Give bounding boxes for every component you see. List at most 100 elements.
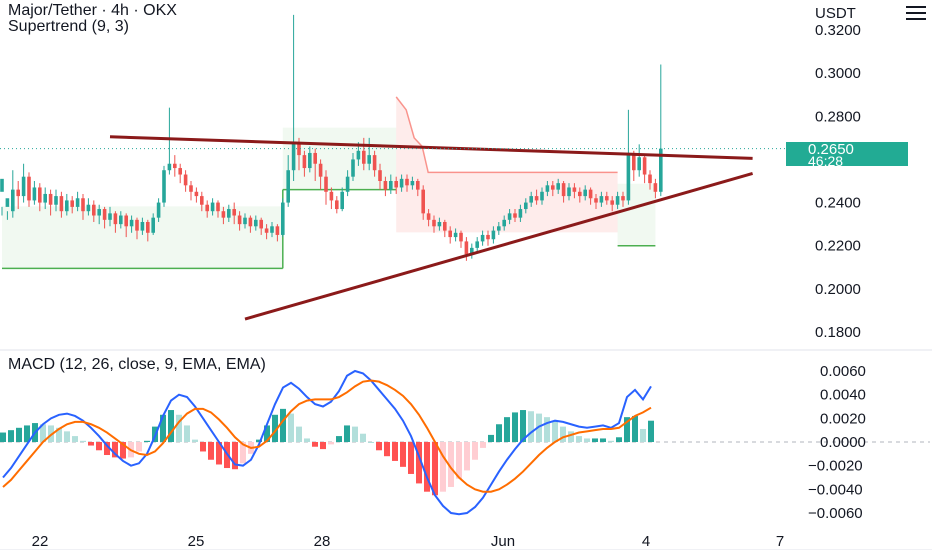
candle bbox=[480, 230, 485, 246]
candle-body bbox=[626, 155, 631, 201]
candle-body bbox=[102, 209, 107, 220]
price-tick-label: 0.1800 bbox=[815, 324, 861, 341]
histogram-bar bbox=[520, 410, 526, 442]
candle-body bbox=[173, 163, 177, 169]
histogram-bar bbox=[424, 442, 430, 492]
histogram-bar bbox=[480, 442, 486, 448]
histogram-bar bbox=[216, 442, 222, 465]
histogram-bar bbox=[496, 424, 502, 442]
candle-body bbox=[513, 213, 517, 218]
histogram-bar bbox=[616, 437, 622, 442]
candle bbox=[75, 191, 80, 212]
candle-body bbox=[394, 181, 398, 188]
candle bbox=[86, 198, 91, 216]
histogram-bar bbox=[288, 413, 294, 442]
candle-body bbox=[0, 178, 4, 192]
candle bbox=[443, 219, 447, 238]
candle-body bbox=[48, 193, 53, 205]
macd-axis[interactable]: 0.0060 0.0040 0.0020 0.0000 −0.0020 −0.0040 −0… bbox=[808, 363, 866, 522]
histogram-bar bbox=[368, 442, 374, 443]
candle-body bbox=[97, 209, 101, 216]
candle-body bbox=[286, 170, 290, 203]
histogram-bar bbox=[40, 424, 46, 442]
histogram-bar bbox=[240, 442, 246, 464]
candle bbox=[140, 217, 145, 235]
candle bbox=[286, 155, 290, 207]
time-tick-label: Jun bbox=[491, 533, 515, 550]
candle bbox=[324, 170, 328, 205]
candle bbox=[502, 215, 506, 231]
candle bbox=[421, 185, 425, 220]
candle bbox=[459, 230, 463, 248]
candle bbox=[648, 170, 652, 190]
chart-title[interactable]: Major/Tether · 4h · OKX bbox=[8, 2, 177, 19]
supertrend-legend[interactable]: Supertrend (9, 3) bbox=[8, 18, 129, 35]
trendline-1 bbox=[109, 135, 753, 160]
candle bbox=[232, 202, 236, 225]
candle-body bbox=[81, 198, 85, 212]
candle-body bbox=[119, 215, 123, 225]
menu-icon[interactable] bbox=[906, 6, 926, 20]
time-axis[interactable]: 22 25 28 Jun 4 7 bbox=[32, 533, 785, 550]
candle-body bbox=[372, 155, 377, 171]
histogram-bar bbox=[648, 420, 654, 442]
macd-legend[interactable]: MACD (12, 26, close, 9, EMA, EMA) bbox=[8, 356, 266, 373]
candle-body bbox=[610, 200, 614, 205]
candle-body bbox=[200, 196, 204, 205]
candle-body bbox=[345, 176, 350, 192]
candle-body bbox=[637, 157, 641, 171]
candle bbox=[205, 200, 209, 218]
price-axis[interactable]: 0.3200 0.3000 0.2800 0.2400 0.2200 0.2000 0.18… bbox=[815, 22, 861, 341]
candle-body bbox=[588, 189, 593, 199]
histogram-bar bbox=[552, 420, 558, 442]
candle bbox=[291, 14, 296, 181]
candle-body bbox=[54, 196, 58, 205]
histogram-bar bbox=[16, 427, 22, 442]
candle-body bbox=[92, 204, 96, 216]
histogram-bar bbox=[304, 438, 310, 442]
histogram-bar bbox=[456, 442, 462, 479]
candle-body bbox=[578, 191, 582, 197]
candle-body bbox=[237, 215, 242, 225]
candle bbox=[221, 206, 226, 225]
candle-body bbox=[551, 185, 555, 190]
supertrend-up-2-fill bbox=[282, 127, 397, 190]
candle-body bbox=[243, 217, 247, 225]
histogram-bar bbox=[168, 410, 174, 442]
candle bbox=[372, 150, 377, 177]
candle-body bbox=[475, 241, 479, 248]
candle bbox=[389, 174, 393, 194]
histogram-bar bbox=[560, 426, 566, 442]
candle bbox=[216, 200, 220, 218]
candle bbox=[38, 183, 42, 212]
candle-body bbox=[362, 150, 366, 164]
candle-body bbox=[151, 217, 155, 233]
candle bbox=[264, 224, 269, 240]
candle-body bbox=[43, 193, 47, 203]
histogram-bar bbox=[8, 430, 14, 442]
histogram-bar bbox=[56, 427, 62, 442]
candle bbox=[567, 183, 571, 201]
candle-body bbox=[437, 221, 442, 227]
candle bbox=[588, 187, 593, 205]
time-tick-label: 7 bbox=[776, 533, 784, 550]
candle-body bbox=[567, 187, 571, 197]
time-tick-label: 4 bbox=[642, 533, 650, 550]
candle bbox=[178, 163, 182, 184]
histogram-bar bbox=[312, 442, 318, 447]
candle-body bbox=[227, 209, 231, 218]
trendline-layer[interactable] bbox=[109, 135, 754, 321]
supertrend-down-fill bbox=[396, 96, 618, 233]
candle-body bbox=[378, 170, 382, 181]
candle-body bbox=[335, 200, 339, 210]
histogram-bar bbox=[208, 442, 214, 460]
candle-body bbox=[443, 221, 447, 231]
candle-body bbox=[162, 170, 166, 203]
candle-body bbox=[540, 191, 544, 201]
candle bbox=[448, 226, 452, 244]
macd-tick-label: −0.0040 bbox=[808, 481, 863, 498]
candle bbox=[113, 211, 118, 233]
candle-body bbox=[529, 196, 533, 203]
candle bbox=[102, 206, 107, 229]
